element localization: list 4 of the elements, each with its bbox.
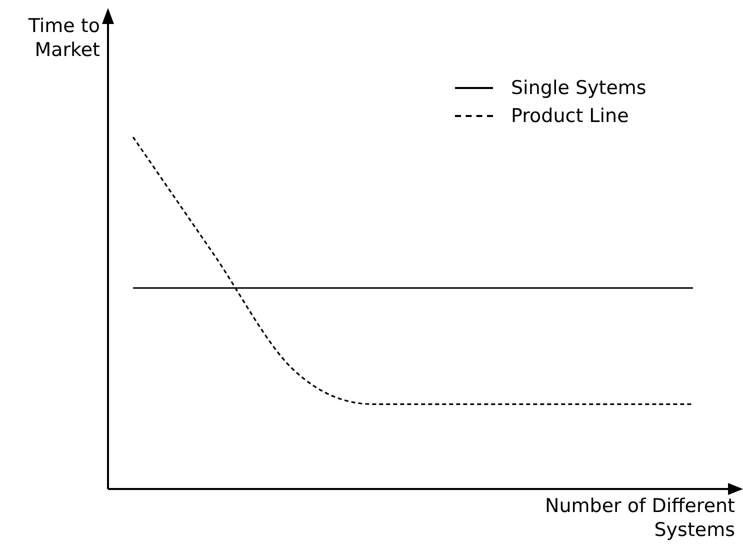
legend-label: Product Line <box>511 105 629 127</box>
legend-label: Single Sytems <box>511 77 646 99</box>
x-axis-title: Number of Different Systems <box>545 494 735 542</box>
y-axis-title: Time to Market <box>27 14 100 62</box>
